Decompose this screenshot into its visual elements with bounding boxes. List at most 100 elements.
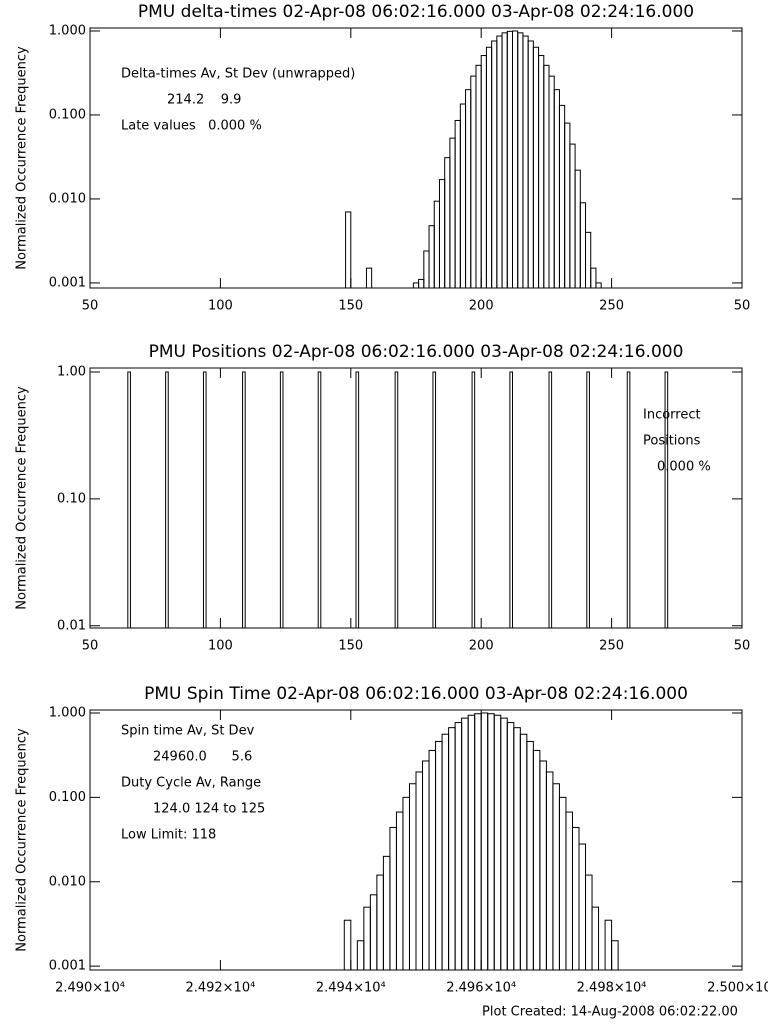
histogram-bar (532, 46, 540, 289)
histogram-bar (585, 231, 592, 289)
spike-bar (394, 371, 399, 629)
histogram-bar (435, 740, 443, 971)
histogram-bar (461, 717, 469, 971)
chart-title: PMU Spin Time 02-Apr-08 06:02:16.000 03-… (144, 684, 688, 704)
histogram-bar (487, 713, 495, 971)
histogram-bar (470, 75, 477, 289)
x-tick-label: 2.500×10⁴ (707, 981, 768, 996)
y-tick-label: 0.010 (49, 874, 86, 889)
histogram-bar (527, 40, 534, 289)
histogram-bar (591, 906, 600, 971)
histogram-bar (433, 200, 440, 289)
histogram-bar (548, 75, 555, 289)
histogram-bar (438, 179, 446, 289)
histogram-bar (511, 30, 519, 289)
histogram-bar (564, 122, 571, 289)
annotation: 0.000 % (657, 460, 711, 475)
x-tick-label: 200 (469, 639, 494, 654)
histogram-bar (595, 282, 602, 289)
histogram-bar (565, 811, 573, 971)
x-tick-label: 50 (734, 299, 751, 314)
annotation: Positions (643, 434, 701, 449)
histogram-bar (501, 32, 508, 289)
x-tick-label: 50 (734, 639, 751, 654)
histogram-bar (369, 894, 378, 971)
spike-bar (432, 371, 437, 629)
histogram-bar (343, 919, 352, 971)
histogram-bar (496, 35, 503, 289)
spike-bar (279, 371, 284, 629)
histogram-bar (571, 826, 580, 971)
y-axis-label: Normalized Occurrence Frequency (15, 46, 30, 270)
histogram-bar (356, 940, 365, 971)
x-tick-label: 2.498×10⁴ (577, 981, 647, 996)
histogram-bar (428, 749, 437, 971)
histogram-bar (389, 826, 397, 971)
spike-bar (626, 371, 631, 629)
annotation: Duty Cycle Av, Range (121, 776, 261, 791)
x-tick-label: 100 (208, 299, 233, 314)
annotation: Spin time Av, St Dev (121, 724, 255, 739)
y-axis-label: Normalized Occurrence Frequency (15, 728, 30, 952)
y-tick-label: 1.00 (57, 364, 86, 379)
y-tick-label: 1.000 (49, 23, 86, 38)
x-tick-label: 250 (599, 639, 624, 654)
x-tick-label: 150 (338, 299, 363, 314)
x-tick-label: 100 (208, 639, 233, 654)
histogram-bar (395, 811, 404, 971)
histogram-bar (538, 55, 545, 289)
histogram-bar (448, 727, 456, 971)
histogram-bar (428, 225, 435, 289)
histogram-bar (485, 46, 493, 289)
histogram-bar (526, 740, 534, 971)
histogram-bar (449, 137, 456, 289)
histogram-bar (474, 713, 482, 971)
histogram-bar (418, 278, 425, 289)
annotation: 124.0 124 to 125 (153, 802, 265, 817)
spike-bar (471, 371, 476, 629)
histogram-bar (604, 919, 613, 971)
spike-bar (127, 371, 131, 629)
histogram-bar (480, 712, 489, 971)
histogram-bar (517, 32, 524, 289)
spike-bar (664, 371, 669, 629)
histogram-bar (611, 940, 619, 971)
histogram-bar (422, 760, 430, 971)
x-tick-label: 2.494×10⁴ (316, 981, 386, 996)
histogram-bar (345, 211, 352, 289)
histogram-bar (459, 103, 467, 289)
histogram-bar (585, 874, 593, 971)
y-tick-label: 0.10 (57, 491, 86, 506)
spike-bar (355, 371, 360, 629)
annotation: Delta-times Av, St Dev (unwrapped) (121, 67, 355, 82)
spike-bar (548, 371, 553, 629)
y-tick-label: 0.100 (49, 107, 86, 122)
spike-bar (242, 371, 246, 629)
histogram-bar (569, 143, 576, 289)
y-tick-label: 0.001 (49, 275, 86, 290)
x-tick-label: 50 (82, 299, 99, 314)
histogram-bar (441, 733, 450, 971)
annotation: Low Limit: 118 (121, 828, 216, 843)
histogram-bar (363, 906, 371, 971)
x-tick-label: 200 (469, 299, 494, 314)
histogram-bar (522, 35, 529, 289)
histogram-bar (475, 64, 482, 289)
histogram-bar (444, 157, 451, 289)
histogram-bar (402, 796, 410, 971)
histogram-bar (539, 760, 547, 971)
spike-bar (509, 371, 513, 629)
histogram-bar (590, 267, 597, 289)
y-axis-label: Normalized Occurrence Frequency (15, 386, 30, 610)
histogram-bar (578, 843, 587, 971)
histogram-bar (574, 169, 581, 289)
histogram-bar (506, 30, 513, 289)
histogram-bar (506, 722, 515, 971)
histogram-bar (382, 855, 391, 971)
chart-title: PMU delta-times 02-Apr-08 06:02:16.000 0… (138, 2, 694, 22)
histogram-bar (454, 722, 463, 971)
annotation: 24960.0 5.6 (153, 750, 252, 765)
histogram-bar (415, 771, 424, 971)
y-tick-label: 1.000 (49, 705, 86, 720)
histogram-bar (513, 727, 521, 971)
